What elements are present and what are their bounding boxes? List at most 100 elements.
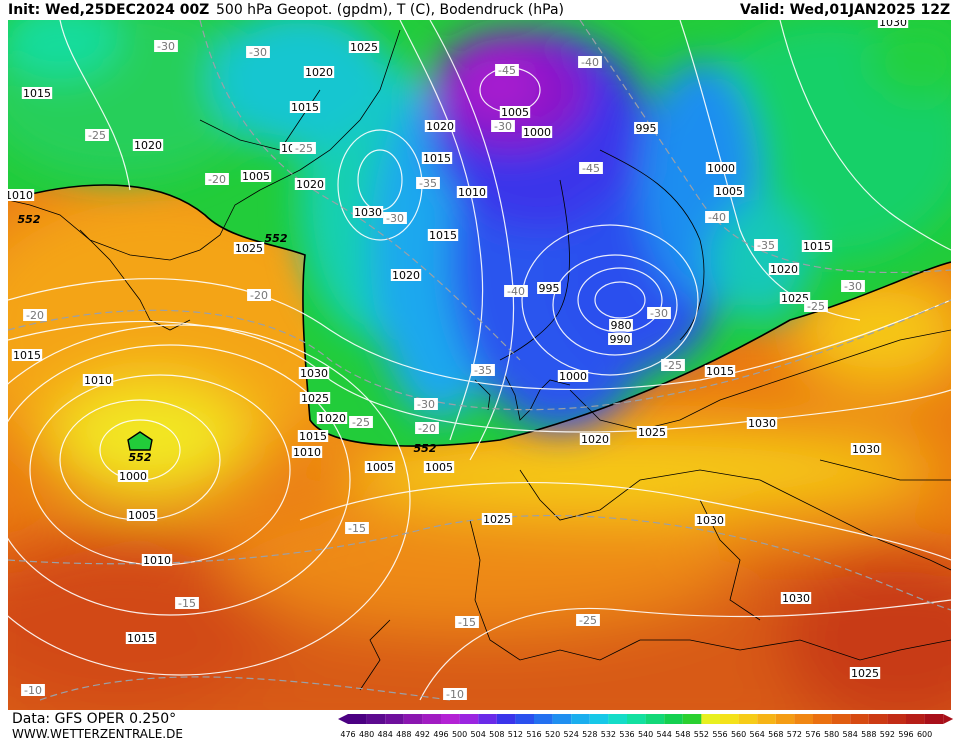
svg-text:1000: 1000 bbox=[707, 162, 735, 175]
height-contour-label: 552 bbox=[129, 451, 152, 464]
temperature-label: -25 bbox=[85, 129, 109, 142]
isobar-label: 1020 bbox=[390, 269, 422, 282]
temperature-label: -25 bbox=[661, 359, 685, 372]
isobar-label: 1005 bbox=[423, 461, 455, 474]
isobar-label: 1010 bbox=[456, 186, 488, 199]
scale-cell bbox=[422, 714, 441, 724]
scale-cell bbox=[868, 714, 888, 724]
scale-label: 584 bbox=[843, 730, 858, 739]
isobar-label: 1015 bbox=[801, 240, 833, 253]
height-contour-labels: 552 552 552 552 bbox=[18, 213, 437, 464]
svg-text:1020: 1020 bbox=[305, 66, 333, 79]
scale-cell bbox=[459, 714, 479, 724]
temperature-label: -30 bbox=[491, 120, 515, 133]
scale-label: 592 bbox=[880, 730, 895, 739]
isobar-label: 1020 bbox=[316, 412, 348, 425]
scale-label: 596 bbox=[898, 730, 913, 739]
svg-text:-30: -30 bbox=[157, 40, 175, 53]
temperature-label: -35 bbox=[754, 239, 778, 252]
temperature-label: -35 bbox=[471, 364, 495, 377]
svg-text:1020: 1020 bbox=[581, 433, 609, 446]
isobar-label: 1005 bbox=[499, 106, 531, 119]
svg-text:1025: 1025 bbox=[851, 667, 879, 680]
svg-text:-15: -15 bbox=[458, 616, 476, 629]
svg-text:1010: 1010 bbox=[143, 554, 171, 567]
scale-arrow-right bbox=[943, 714, 954, 724]
svg-text:552: 552 bbox=[265, 232, 288, 245]
isobar-label: 1015 bbox=[21, 87, 53, 100]
scale-cell bbox=[496, 714, 516, 724]
temperature-labels: -30 -30 -40 -45 -25 -30 -25 -45 -20 -35 -30 -40 -35 -… bbox=[21, 40, 865, 701]
website-link[interactable]: WWW.WETTERZENTRALE.DE bbox=[12, 727, 183, 741]
temperature-label: -10 bbox=[443, 688, 467, 701]
svg-text:-20: -20 bbox=[26, 309, 44, 322]
scale-cell bbox=[794, 714, 813, 724]
svg-text:-15: -15 bbox=[178, 597, 196, 610]
svg-text:-35: -35 bbox=[757, 239, 775, 252]
isobar-label: 995 bbox=[634, 122, 658, 135]
temperature-label: -20 bbox=[205, 173, 229, 186]
temperature-label: -35 bbox=[416, 177, 440, 190]
scale-cell bbox=[701, 714, 720, 724]
temperature-label: -40 bbox=[578, 56, 602, 69]
temperature-label: -40 bbox=[504, 285, 528, 298]
isobar-label: 1030 bbox=[850, 443, 882, 456]
temperature-label: -30 bbox=[383, 212, 407, 225]
svg-text:-45: -45 bbox=[582, 162, 600, 175]
svg-text:1005: 1005 bbox=[501, 106, 529, 119]
scale-cell bbox=[627, 714, 646, 724]
scale-cell bbox=[478, 714, 497, 724]
scale-cell bbox=[571, 714, 590, 724]
svg-text:1030: 1030 bbox=[852, 443, 880, 456]
temperature-label: -30 bbox=[154, 40, 178, 53]
isobar-label: 1010 bbox=[141, 554, 173, 567]
svg-text:-40: -40 bbox=[708, 211, 726, 224]
svg-text:-25: -25 bbox=[579, 614, 597, 627]
svg-text:-25: -25 bbox=[295, 142, 313, 155]
svg-text:1030: 1030 bbox=[696, 514, 724, 527]
temperature-label: -30 bbox=[647, 307, 671, 320]
isobar-label: 1030 bbox=[746, 417, 778, 430]
scale-label: 488 bbox=[396, 730, 411, 739]
scale-cell bbox=[534, 714, 553, 724]
scale-cell bbox=[366, 714, 386, 724]
scale-label: 476 bbox=[340, 730, 355, 739]
svg-text:1025: 1025 bbox=[301, 392, 329, 405]
svg-text:1005: 1005 bbox=[425, 461, 453, 474]
svg-text:1015: 1015 bbox=[127, 632, 155, 645]
isobar-label: 1010 bbox=[291, 446, 323, 459]
isobar-label: 1000 bbox=[117, 470, 149, 483]
svg-text:1030: 1030 bbox=[300, 367, 328, 380]
svg-text:1020: 1020 bbox=[770, 263, 798, 276]
coastlines bbox=[8, 29, 951, 691]
scale-label: 528 bbox=[582, 730, 597, 739]
scale-cell bbox=[403, 714, 423, 724]
scale-cell bbox=[441, 714, 460, 724]
svg-text:980: 980 bbox=[611, 319, 632, 332]
scale-label: 556 bbox=[712, 730, 727, 739]
height-contour-label: 552 bbox=[18, 213, 41, 226]
svg-text:-25: -25 bbox=[88, 129, 106, 142]
isobar-label: 1005 bbox=[713, 185, 745, 198]
svg-text:-25: -25 bbox=[352, 416, 370, 429]
init-time: Init: Wed,25DEC2024 00Z bbox=[8, 2, 210, 18]
isobar-label: 1025 bbox=[636, 426, 668, 439]
scale-cell bbox=[850, 714, 869, 724]
svg-text:1005: 1005 bbox=[242, 170, 270, 183]
temperature-label: -25 bbox=[349, 416, 373, 429]
svg-text:995: 995 bbox=[539, 282, 560, 295]
svg-text:1005: 1005 bbox=[128, 509, 156, 522]
svg-text:1015: 1015 bbox=[429, 229, 457, 242]
isobar-label: 1020 bbox=[579, 433, 611, 446]
temperature-label: -45 bbox=[495, 64, 519, 77]
scale-label: 568 bbox=[768, 730, 783, 739]
isobar-label: 1015 bbox=[125, 632, 157, 645]
svg-text:-25: -25 bbox=[807, 300, 825, 313]
svg-text:1025: 1025 bbox=[350, 41, 378, 54]
scale-label: 520 bbox=[545, 730, 560, 739]
svg-text:1020: 1020 bbox=[134, 139, 162, 152]
svg-text:552: 552 bbox=[18, 213, 41, 226]
svg-text:1010: 1010 bbox=[8, 189, 33, 202]
temperature-label: -25 bbox=[292, 142, 316, 155]
svg-text:-20: -20 bbox=[250, 289, 268, 302]
